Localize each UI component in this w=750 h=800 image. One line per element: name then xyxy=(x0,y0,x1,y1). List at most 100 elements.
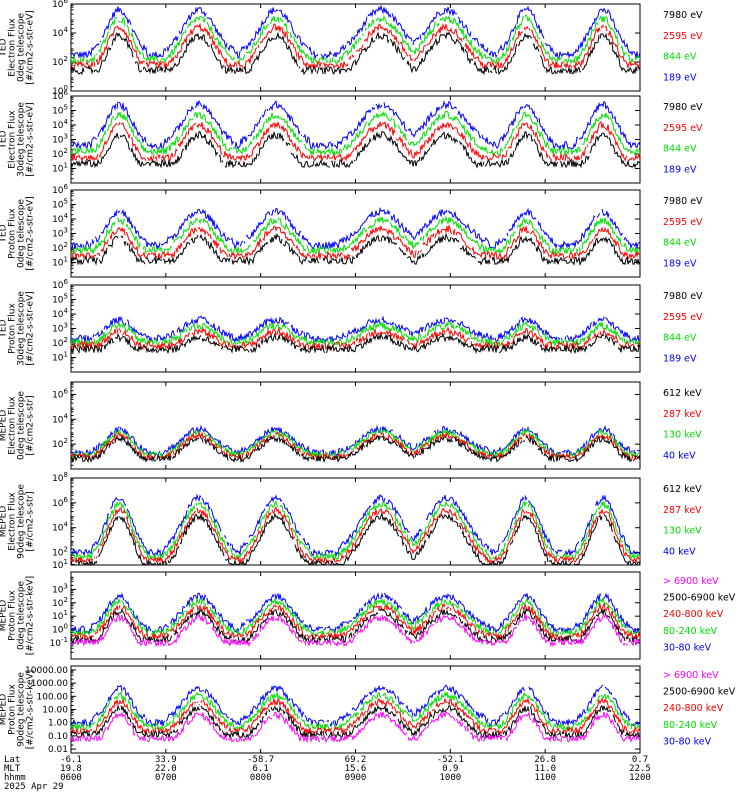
y-title-line: 30deg telescope xyxy=(17,291,27,366)
series-trace xyxy=(70,130,641,169)
legend-entry: 7980 eV xyxy=(663,196,703,207)
y-tick-base: 10 xyxy=(52,626,64,636)
legend-entry: 30-80 keV xyxy=(663,736,712,747)
y-tick-exp: 2 xyxy=(64,437,68,445)
series-trace xyxy=(71,206,641,251)
y-axis-title: MEPED Electron Flux 0deg telescope [#/cm2-s… xyxy=(0,391,36,461)
y-tick-label: 101 xyxy=(52,351,68,364)
y-tick-exp: 6 xyxy=(64,387,69,395)
y-title-line: Proton Flux xyxy=(8,208,18,259)
series-trace xyxy=(70,224,641,261)
y-tick-exp: 3 xyxy=(64,133,68,141)
y-tick-label: 0.01 xyxy=(48,745,68,755)
legend-entry: > 6900 keV xyxy=(663,670,719,681)
legend-entry: > 6900 keV xyxy=(663,576,719,587)
y-title-line: 0deg telescope xyxy=(17,13,27,83)
y-tick-label: 101 xyxy=(52,558,68,571)
y-title-line: 90deg telescope xyxy=(17,672,27,747)
legend-entry: 130 keV xyxy=(663,526,702,537)
y-tick-label: 106 xyxy=(52,89,68,102)
series-trace xyxy=(70,120,641,163)
legend-entry: 2595 eV xyxy=(663,312,703,323)
y-axis-title: MEPED Proton Flux 0deg telescope [#/cm2-s-s… xyxy=(0,576,36,655)
y-tick-exp: 4 xyxy=(64,307,69,315)
y-tick-exp: 5 xyxy=(64,198,68,206)
y-tick-label: 102 xyxy=(52,241,68,254)
y-tick-base: 10 xyxy=(52,201,64,211)
legend-entry: 130 keV xyxy=(663,430,702,441)
y-tick-base: 10 xyxy=(52,310,64,320)
series-trace xyxy=(70,493,641,558)
legend-entry: 2595 eV xyxy=(663,123,703,134)
y-tick-base: 10 xyxy=(52,281,64,291)
legend-entry: 30-80 keV xyxy=(663,642,712,653)
series-trace xyxy=(70,690,641,732)
y-tick-label: 102 xyxy=(52,546,68,559)
y-title-line: Electron Flux xyxy=(8,18,18,77)
y-tick-exp: 3 xyxy=(64,322,68,330)
y-tick-base: 10 xyxy=(52,499,64,509)
y-tick-exp: 1 xyxy=(64,558,68,566)
y-tick-exp: 4 xyxy=(64,118,69,126)
legend-entry: 287 keV xyxy=(663,505,702,516)
x-tick-hhmm: 0800 xyxy=(250,773,272,783)
y-tick-exp: 8 xyxy=(64,471,68,479)
series-trace xyxy=(70,704,641,740)
legend-entry: 7980 eV xyxy=(663,291,703,302)
y-tick-base: 10 xyxy=(52,339,64,349)
x-tick-lat: 0.7 xyxy=(632,755,648,765)
y-tick-exp: 3 xyxy=(64,582,68,590)
y-tick-label: 1000.00 xyxy=(31,679,68,689)
y-tick-base: 10 xyxy=(52,0,64,10)
x-tick-mlt: 19.8 xyxy=(60,764,82,774)
y-tick-label: 100.00 xyxy=(37,692,69,702)
y-tick-label: 105 xyxy=(52,293,68,306)
y-tick-label: 103 xyxy=(52,227,68,240)
y-tick-base: 10 xyxy=(52,29,64,39)
y-title-line: Electron Flux xyxy=(8,396,18,455)
y-tick-base: 10 xyxy=(52,390,64,400)
y-title-line: 0deg telescope xyxy=(17,391,27,461)
y-tick-base: 10 xyxy=(52,259,64,269)
legend-entry: 844 eV xyxy=(663,238,697,249)
y-tick-label: 106 xyxy=(52,0,68,10)
y-tick-base: 10 xyxy=(52,230,64,240)
y-tick-exp: 4 xyxy=(64,26,69,34)
legend-entry: 2500-6900 keV xyxy=(663,687,736,698)
y-tick-base: 10 xyxy=(52,474,64,484)
series-trace xyxy=(70,99,641,151)
y-axis-title: MEPED Proton Flux 90deg telescope [#/cm2-s-… xyxy=(0,670,36,749)
y-title-line: 0deg telescope xyxy=(17,199,27,269)
y-tick-label: 104 xyxy=(52,521,68,534)
y-title-line: TED xyxy=(0,224,9,243)
y-tick-exp: 4 xyxy=(64,412,69,420)
x-tick-hhmm: 1000 xyxy=(439,773,461,783)
y-tick-base: 10 xyxy=(52,585,64,595)
y-title-line: 30deg telescope xyxy=(17,102,27,177)
y-axis-title: TED Proton Flux 30deg telescope [#/cm2-s-st… xyxy=(0,291,36,366)
series-trace xyxy=(70,434,641,464)
x-tick-hhmm: 0700 xyxy=(155,773,177,783)
legend-entry: 80-240 keV xyxy=(663,720,718,731)
panel-frame xyxy=(70,477,641,566)
date-label: 2025 Apr 29 xyxy=(4,782,64,792)
legend-entry: 844 eV xyxy=(663,52,697,63)
x-tick-lat: -58.7 xyxy=(247,755,274,765)
y-tick-exp: 5 xyxy=(64,293,68,301)
x-tick-mlt: 11.0 xyxy=(534,764,556,774)
y-tick-label: 103 xyxy=(52,322,68,335)
y-tick-exp: 2 xyxy=(64,55,68,63)
y-tick-label: 104 xyxy=(52,212,68,225)
y-title-line: Proton Flux xyxy=(8,303,18,354)
legend-entry: 7980 eV xyxy=(663,10,703,21)
series-trace xyxy=(70,591,641,634)
series-trace xyxy=(70,332,641,355)
series-trace xyxy=(70,506,640,565)
series-trace xyxy=(70,326,641,351)
panel-frame xyxy=(70,3,641,92)
legend-entry: 189 eV xyxy=(663,258,697,269)
series-trace xyxy=(70,424,641,458)
